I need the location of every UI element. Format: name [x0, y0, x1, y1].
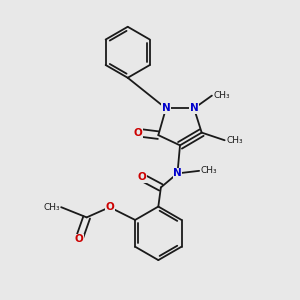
Text: O: O [137, 172, 146, 182]
Text: CH₃: CH₃ [213, 91, 230, 100]
Text: CH₃: CH₃ [201, 166, 217, 175]
Text: N: N [190, 103, 198, 113]
Text: CH₃: CH₃ [226, 136, 243, 145]
Text: N: N [173, 168, 182, 178]
Text: CH₃: CH₃ [43, 203, 60, 212]
Text: O: O [134, 128, 142, 138]
Text: O: O [105, 202, 114, 212]
Text: O: O [75, 234, 83, 244]
Text: N: N [162, 103, 170, 113]
